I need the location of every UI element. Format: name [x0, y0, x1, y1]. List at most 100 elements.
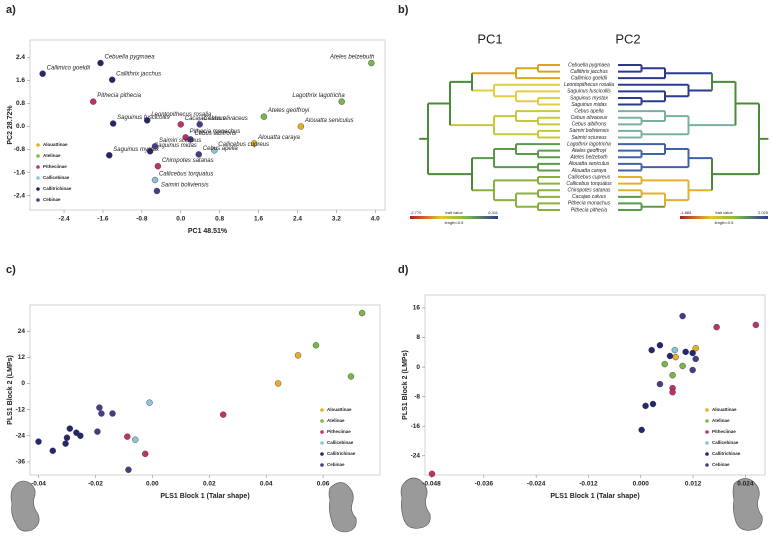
point	[195, 151, 202, 158]
point-label: Callithrix jacchus	[116, 71, 161, 77]
point	[656, 342, 664, 349]
point-label: Saimiri boliviensis	[161, 183, 209, 189]
leaf-label: Pithecia pithecia	[571, 207, 608, 213]
x-tick-label: 0.012	[685, 481, 702, 488]
panel-label: b)	[398, 4, 409, 16]
point	[682, 348, 689, 356]
leaf-label: Cacajao calvus	[572, 194, 606, 200]
y-tick-label: 0.8	[16, 100, 25, 107]
scale-length: length=0.5	[715, 220, 735, 225]
legend-swatch	[320, 408, 324, 412]
legend-label: Atelinae	[712, 418, 730, 423]
point	[151, 143, 159, 150]
leaf-label: Callicebus cupreus	[568, 174, 611, 180]
point	[338, 98, 345, 105]
point	[661, 360, 668, 368]
x-tick-label: 0.02	[203, 481, 216, 488]
plot-frame	[29, 39, 386, 211]
legend-label: Callitrichinae	[712, 451, 741, 456]
legend-label: Callicebinae	[327, 440, 354, 445]
legend-label: Alouattinae	[43, 142, 68, 147]
point	[90, 98, 97, 105]
point	[146, 148, 154, 155]
point	[358, 309, 366, 317]
point	[132, 436, 139, 443]
y-tick-label: -0.8	[14, 146, 26, 153]
point	[66, 425, 74, 432]
point	[671, 346, 678, 354]
panel-label: c)	[6, 264, 16, 276]
leaf-label: Leontopithecus rosalia	[564, 82, 614, 88]
point-label: Pithecia monachus	[190, 129, 241, 135]
point	[648, 346, 655, 354]
legend-swatch	[36, 198, 40, 202]
point	[108, 76, 116, 83]
point	[153, 187, 161, 195]
point	[713, 323, 720, 331]
point-label: Ateles belzebuth	[329, 55, 375, 61]
point	[428, 470, 436, 478]
x-tick-label: -0.02	[88, 481, 103, 488]
point	[692, 345, 699, 352]
legend-label: Pitheciinae	[43, 164, 67, 169]
x-tick-label: 1.6	[254, 216, 263, 223]
x-tick-label: -0.036	[475, 481, 494, 488]
x-tick-label: 0.0	[176, 216, 185, 223]
point	[196, 121, 203, 128]
leaf-label: Saguinus mystax	[570, 95, 609, 101]
point	[109, 410, 116, 417]
point	[294, 352, 302, 359]
x-axis-label: PC1 48.51%	[188, 228, 228, 235]
point-label: Saguinus fuscicollis	[117, 115, 169, 121]
legend-swatch	[320, 463, 324, 467]
point	[94, 428, 101, 435]
leaf-label: Ateles geoffroyi	[571, 148, 607, 154]
leaf-label: Callicebus torquatus	[566, 181, 612, 187]
legend-swatch	[705, 419, 709, 423]
point-label: Ateles geoffroyi	[267, 108, 310, 114]
legend-swatch	[705, 430, 709, 434]
point	[77, 432, 84, 439]
leaf-label: Saimiri sciureus	[571, 135, 607, 141]
point	[96, 404, 103, 411]
scale-max: 2.025	[758, 210, 769, 215]
leaf-label: Cebuella pygmaea	[568, 62, 610, 68]
point	[347, 373, 355, 380]
scale-min: -2.770	[410, 210, 422, 215]
bone-icon	[10, 480, 40, 532]
point	[672, 353, 679, 361]
legend-label: Callicebinae	[43, 175, 70, 180]
legend-swatch	[320, 452, 324, 456]
y-tick-label: -8	[414, 393, 420, 400]
y-tick-label: -24	[411, 452, 421, 459]
plot-frame	[29, 304, 381, 476]
x-tick-label: 3.2	[332, 216, 341, 223]
point	[669, 372, 676, 379]
plot-frame	[424, 294, 766, 476]
tree-header: PC1	[477, 31, 502, 46]
bone-icons	[10, 477, 763, 533]
point	[752, 321, 760, 329]
point-label: Cebuella pygmaea	[105, 55, 156, 61]
color-scale	[410, 216, 498, 219]
x-tick-label: 2.4	[293, 216, 302, 223]
y-axis-label: PLS1 Block 2 (LMPs)	[7, 355, 14, 425]
legend-label: Pitheciinae	[712, 429, 736, 434]
point-label: Chiropotes satanas	[162, 158, 214, 164]
point	[142, 450, 149, 458]
x-tick-label: -0.012	[579, 481, 598, 488]
y-tick-label: 12	[18, 354, 26, 361]
y-tick-label: -24	[16, 432, 26, 439]
point-label: Cebus olivaceus	[204, 116, 248, 122]
leaf-label: Cebus olivaceus	[571, 115, 608, 121]
point	[250, 140, 258, 147]
point-label: Cacajao calvus	[185, 116, 226, 122]
legend-label: Alouattinae	[712, 407, 737, 412]
legend-label: Cebinae	[712, 462, 730, 467]
point-label: Saguinus midas	[154, 143, 197, 149]
point	[689, 366, 696, 374]
point	[39, 70, 46, 77]
scale-min: -1.865	[680, 210, 692, 215]
point	[274, 380, 282, 387]
x-tick-label: -0.048	[422, 481, 441, 488]
